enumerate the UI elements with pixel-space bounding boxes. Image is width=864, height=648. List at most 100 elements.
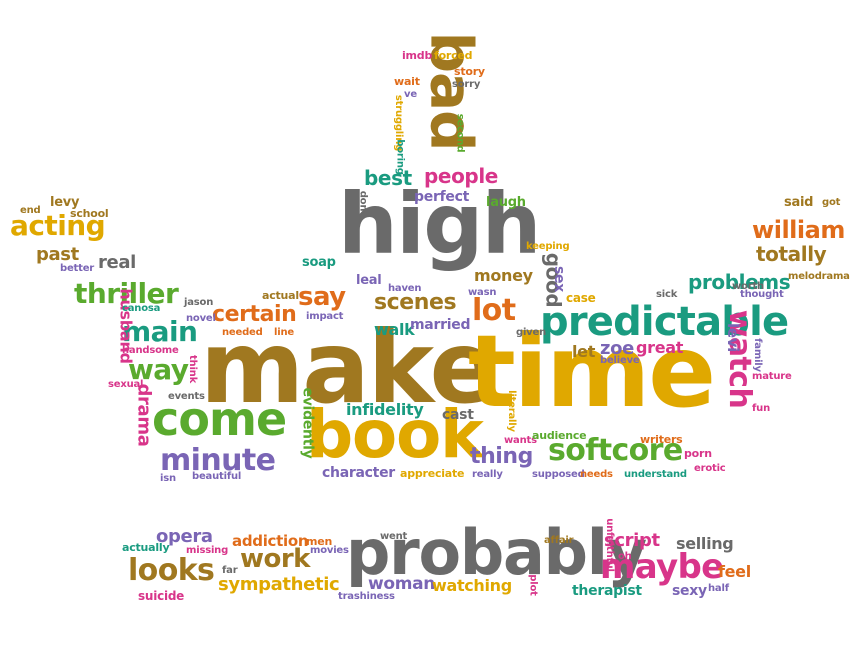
word-oh: oh (618, 551, 632, 562)
word-walk: walk (374, 320, 415, 339)
word-thing: thing (470, 444, 533, 469)
word-cast: cast (442, 407, 474, 423)
word-wants: wants (504, 435, 537, 446)
word-real: real (98, 252, 136, 273)
word-levy: levy (50, 195, 80, 210)
word-needed: needed (222, 327, 263, 338)
word-selling: selling (676, 534, 734, 553)
word-haven: haven (388, 283, 422, 294)
word-people: people (424, 164, 498, 188)
word-suicide: suicide (138, 589, 185, 603)
word-don: don (357, 190, 369, 212)
word-plot: plot (527, 574, 539, 596)
word-audience: audience (532, 429, 587, 442)
word-worth: worth (732, 281, 764, 292)
word-sick: sick (656, 289, 678, 300)
word-work: work (240, 544, 310, 574)
word-missing: missing (186, 545, 229, 556)
word-problems: problems (688, 270, 791, 294)
word-come: come (152, 392, 287, 446)
word-leal: leal (356, 273, 382, 288)
word-infidelity: infidelity (346, 400, 424, 419)
word-watching: watching (432, 576, 512, 595)
word-zoe: zoe (600, 338, 634, 359)
word-far: far (222, 565, 238, 576)
word-high: high (338, 175, 541, 273)
word-fun: fun (752, 403, 770, 414)
word-imdb: imdb (402, 49, 433, 62)
word-best: best (364, 166, 412, 190)
word-school: school (70, 207, 109, 220)
word-minute: minute (160, 443, 276, 478)
word-given: given (516, 327, 547, 338)
word-second: second (454, 113, 466, 153)
word-maybe: maybe (600, 547, 724, 587)
word-past: past (36, 244, 79, 265)
word-opera: opera (156, 526, 213, 547)
word-sex: sex (551, 265, 568, 293)
word-script: script (604, 530, 660, 551)
word-therapist: therapist (572, 583, 642, 599)
word-believe: believe (600, 355, 640, 366)
word-addiction: addiction (232, 532, 309, 550)
word-sexy: sexy (672, 583, 707, 599)
word-forced: forced (434, 49, 473, 62)
word-wait: wait (394, 75, 420, 88)
word-sexual: sexual (108, 379, 144, 390)
word-time: time (468, 313, 716, 430)
word-make: make (200, 309, 497, 426)
word-movies: movies (310, 545, 349, 556)
word-soap: soap (302, 255, 336, 270)
word-william: william (752, 216, 845, 244)
word-scenes: scenes (374, 290, 457, 315)
word-perfect: perfect (414, 189, 470, 205)
word-affair: affair (544, 535, 574, 546)
word-say: say (298, 282, 346, 312)
word-character: character (322, 465, 395, 481)
word-probably: probably (346, 516, 647, 589)
word-family: family (751, 338, 763, 372)
word-main: main (122, 315, 198, 348)
word-woman: woman (368, 574, 435, 594)
word-married: married (410, 317, 471, 333)
word-handsome: handsome (122, 345, 179, 356)
word-way: way (128, 353, 189, 386)
word-predictable: predictable (540, 299, 789, 345)
word-got: got (822, 197, 841, 208)
word-book: book (306, 396, 484, 473)
word-events: events (168, 391, 205, 402)
word-totally: totally (756, 242, 827, 266)
word-thought: thought (740, 289, 784, 300)
word-let: let (572, 342, 596, 361)
word-understand: understand (624, 469, 687, 480)
word-money: money (474, 266, 533, 285)
word-line: line (274, 327, 294, 338)
word-wasn: wasn (468, 287, 497, 298)
word-ve: ve (404, 89, 417, 100)
word-canosa: canosa (122, 303, 161, 314)
word-literally: literally (505, 390, 517, 432)
word-better: better (60, 263, 95, 274)
word-actual: actual (262, 289, 299, 302)
word-thriller: thriller (74, 277, 179, 310)
word-feel: feel (718, 562, 751, 581)
word-softcore: softcore (548, 433, 683, 468)
word-actually: actually (122, 541, 170, 554)
word-evidently: evidently (299, 387, 316, 459)
word-keeping: keeping (526, 241, 570, 252)
word-men: men (306, 535, 333, 548)
word-writers: writers (640, 433, 683, 446)
word-erotic: erotic (694, 463, 726, 474)
word-looks: looks (128, 553, 215, 588)
word-end: end (20, 205, 41, 216)
word-mature: mature (752, 371, 792, 382)
word-went: went (380, 531, 408, 542)
word-supposed: supposed (532, 469, 585, 480)
word-really: really (472, 469, 503, 480)
word-sympathetic: sympathetic (218, 574, 340, 595)
word-drama: drama (133, 383, 155, 447)
word-lot: lot (472, 293, 516, 328)
word-story: story (454, 65, 485, 78)
word-porn: porn (684, 447, 712, 460)
